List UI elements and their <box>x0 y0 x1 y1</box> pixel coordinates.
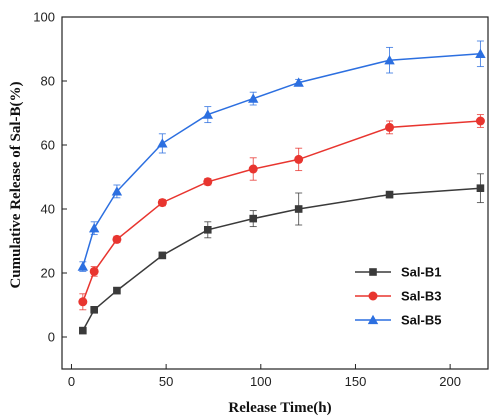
series-sal-b1 <box>79 173 485 335</box>
legend-marker <box>369 268 377 276</box>
data-point <box>203 177 213 187</box>
data-point <box>111 186 123 196</box>
data-point <box>385 122 395 132</box>
plot-frame <box>61 16 489 370</box>
data-point <box>202 109 213 119</box>
legend-label: Sal-B3 <box>401 289 441 304</box>
legend-item-sal-b3: Sal-B3 <box>355 289 441 304</box>
data-point <box>248 164 258 174</box>
y-tick-label: 100 <box>33 10 55 25</box>
data-point <box>79 326 87 335</box>
data-point <box>90 306 98 314</box>
data-point <box>113 286 121 295</box>
y-axis-title: Cumulative Release of Sal-B(%) <box>8 81 24 288</box>
y-tick-label: 0 <box>48 330 55 345</box>
data-point <box>294 205 303 213</box>
data-point <box>475 116 485 126</box>
legend-item-sal-b5: Sal-B5 <box>355 313 441 328</box>
plot-area <box>77 40 486 335</box>
data-point <box>89 266 99 276</box>
data-point <box>77 261 89 271</box>
data-point <box>203 226 212 234</box>
data-point <box>294 154 304 164</box>
legend-label: Sal-B1 <box>401 265 441 280</box>
data-point <box>293 77 304 87</box>
series-line <box>82 187 481 331</box>
x-axis-title: Release Time(h) <box>228 400 331 416</box>
x-tick-label: 150 <box>345 374 367 389</box>
y-tick-label: 60 <box>41 138 55 153</box>
y-tick-label: 80 <box>41 74 55 89</box>
legend-marker <box>367 314 379 325</box>
series-sal-b5 <box>77 40 486 272</box>
data-point <box>384 55 395 65</box>
x-tick-label: 200 <box>439 374 461 389</box>
data-point <box>157 198 167 208</box>
data-point <box>112 234 122 244</box>
x-tick-label: 50 <box>159 374 173 389</box>
data-point <box>78 297 88 307</box>
y-tick-label: 20 <box>41 266 55 281</box>
y-tick-label: 40 <box>41 202 55 217</box>
legend-label: Sal-B5 <box>401 313 441 328</box>
data-point <box>88 223 100 233</box>
x-tick-label: 100 <box>250 374 272 389</box>
data-point <box>385 190 394 199</box>
data-point <box>248 93 259 103</box>
data-point <box>476 184 485 192</box>
data-point <box>158 251 167 260</box>
data-point <box>475 48 486 58</box>
legend-marker <box>368 291 378 301</box>
series-sal-b3 <box>78 114 485 311</box>
data-point <box>157 138 168 148</box>
axes: 0 50 100 150 200 0 20 40 60 80 100 <box>33 10 489 389</box>
legend: Sal-B1 Sal-B3 Sal-B5 <box>355 265 441 328</box>
series-line <box>82 53 481 267</box>
x-tick-label: 0 <box>68 374 75 389</box>
data-point <box>249 214 258 223</box>
legend-item-sal-b1: Sal-B1 <box>355 265 441 280</box>
